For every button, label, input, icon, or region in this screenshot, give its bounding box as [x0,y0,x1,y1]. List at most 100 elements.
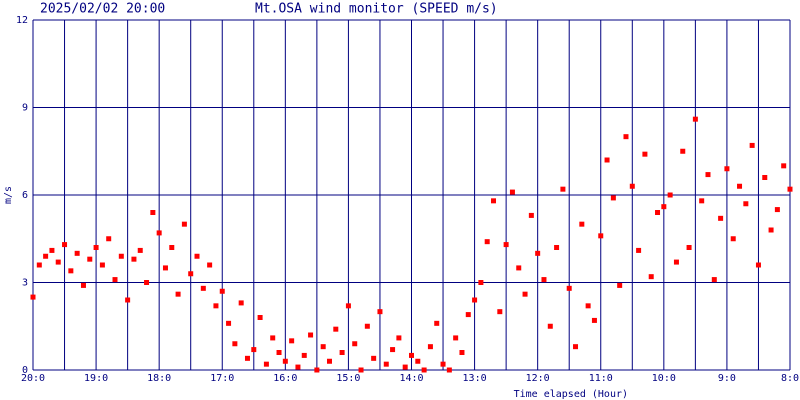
x-tick-label: 13:0 [463,373,487,384]
point [787,186,793,192]
point [453,335,459,341]
point [673,259,679,265]
point [118,253,124,259]
point [440,361,446,367]
point [156,230,162,236]
point [62,242,68,248]
point [610,195,616,201]
point [730,236,736,242]
point [308,332,314,338]
point [774,207,780,213]
x-tick-label: 10:0 [652,373,676,384]
point [80,282,86,288]
point [263,361,269,367]
point [636,247,642,253]
point [99,262,105,268]
point [137,247,143,253]
point [749,142,755,148]
point [371,355,377,361]
point [301,352,307,358]
point [491,198,497,204]
x-tick-label: 15:0 [336,373,360,384]
x-tick-label: 14:0 [399,373,423,384]
point [421,367,427,373]
point [692,116,698,122]
point [573,344,579,350]
point [276,350,282,355]
point [358,367,364,373]
point [522,291,528,297]
point [762,175,768,180]
point [711,277,717,283]
point [516,265,522,271]
point [743,201,749,207]
point [661,204,667,210]
point [737,183,743,189]
x-tick-label: 17:0 [210,373,234,384]
point [68,268,74,274]
point [169,245,175,250]
point [579,221,585,227]
point [326,358,332,364]
x-tick-label: 20:0 [21,373,45,384]
x-tick-label: 11:0 [589,373,613,384]
point [125,297,131,303]
chart-title: Mt.OSA wind monitor (SPEED m/s) [255,2,498,17]
point [402,364,408,370]
point [667,192,673,198]
point [427,344,433,350]
point [150,210,156,215]
point [629,183,635,189]
y-axis-label: m/s [3,186,14,204]
y-tick-label: 12 [16,15,28,26]
point [554,245,560,250]
point [207,262,213,268]
point [320,344,326,350]
point [560,186,566,192]
point [528,212,534,218]
x-tick-label: 12:0 [526,373,550,384]
point [415,358,421,364]
point [112,277,118,283]
point [409,352,414,358]
point [270,335,276,341]
y-tick-label: 0 [22,365,28,376]
point [655,210,661,215]
point [162,265,168,271]
point [396,335,402,341]
y-tick-label: 9 [22,103,28,114]
point [472,297,478,303]
point [352,341,358,347]
point [781,163,787,169]
point [541,277,547,283]
point [535,250,541,256]
point [333,326,339,332]
point [36,262,42,268]
point [598,233,604,239]
point [30,294,36,300]
point [188,271,194,277]
point [181,221,187,227]
point [446,367,452,373]
point [87,256,93,262]
point [219,288,225,294]
x-tick-label: 18:0 [147,373,171,384]
point [131,256,137,262]
point [377,309,383,315]
point [718,215,724,221]
point [617,282,623,288]
point [238,300,244,306]
point [465,312,471,318]
point [623,134,629,140]
point [604,157,610,163]
point [768,227,774,233]
point [478,280,484,285]
point [200,285,206,291]
point [484,239,490,245]
point [213,303,219,309]
point [43,253,49,259]
point [686,245,692,250]
point [144,280,150,285]
point [547,323,553,329]
point [345,303,351,309]
